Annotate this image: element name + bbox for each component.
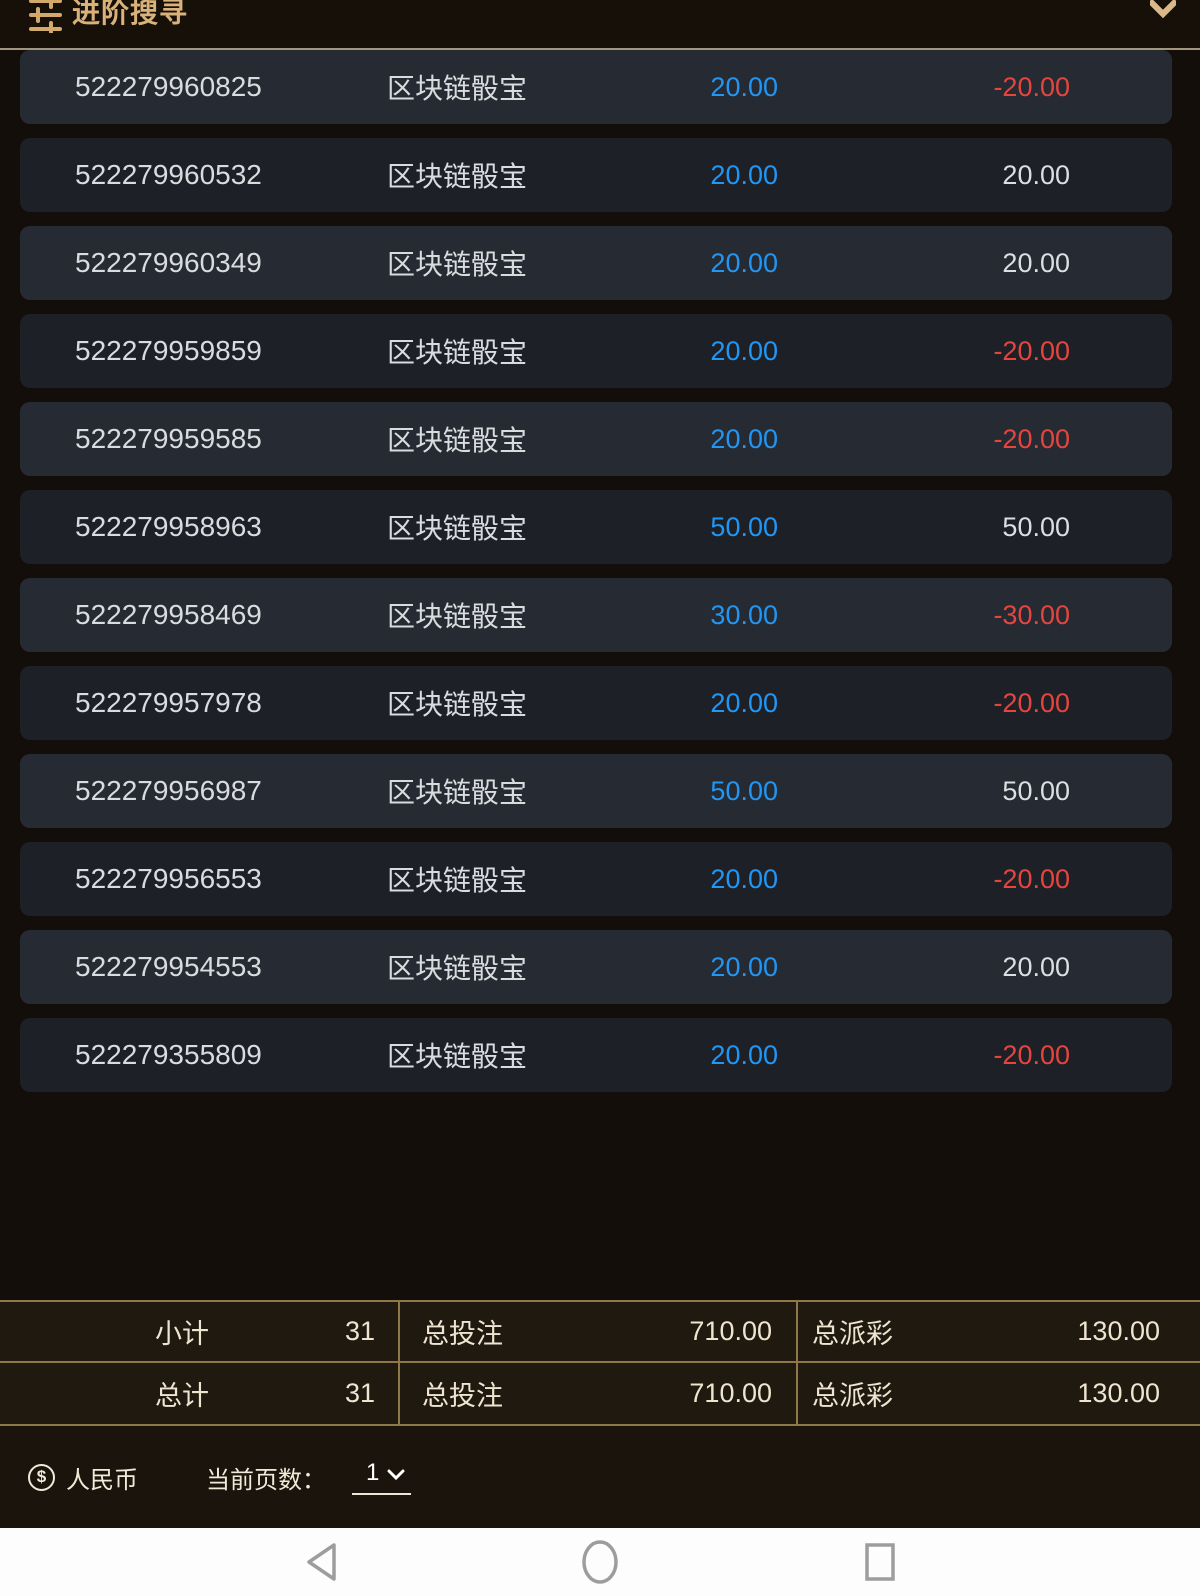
game-name: 区块链骰宝 <box>387 425 528 456</box>
total-bet-value: 710.00 <box>689 1378 772 1408</box>
bet-amount: 20.00 <box>710 335 778 366</box>
game-name: 区块链骰宝 <box>387 337 528 368</box>
recent-apps-icon[interactable] <box>864 1542 896 1582</box>
advanced-search-toggle[interactable]: 进阶搜寻 <box>29 0 188 35</box>
game-name: 区块链骰宝 <box>387 601 528 632</box>
bet-amount: 20.00 <box>710 71 778 102</box>
currency-label: 人民币 <box>66 1466 138 1494</box>
table-row[interactable]: 522279956553 区块链骰宝 20.00 -20.00 <box>20 842 1172 916</box>
total-payout-value: 130.00 <box>1077 1378 1160 1408</box>
win-loss-amount: -20.00 <box>993 1039 1070 1070</box>
bet-id: 522279959585 <box>75 423 262 454</box>
table-row[interactable]: 522279958469 区块链骰宝 30.00 -30.00 <box>20 578 1172 652</box>
total-payout-label: 总派彩 <box>812 1381 893 1411</box>
bet-id: 522279960532 <box>75 159 262 190</box>
bet-id: 522279957978 <box>75 687 262 718</box>
table-row[interactable]: 522279355809 区块链骰宝 20.00 -20.00 <box>20 1018 1172 1092</box>
back-icon[interactable] <box>304 1542 338 1582</box>
bet-amount: 20.00 <box>710 1039 778 1070</box>
bet-list: 522279960825 区块链骰宝 20.00 -20.00 52227996… <box>0 50 1200 1106</box>
game-name: 区块链骰宝 <box>387 513 528 544</box>
grand-total-label: 总计 <box>155 1381 209 1411</box>
bet-amount: 50.00 <box>710 775 778 806</box>
subtotal-count: 31 <box>344 1316 375 1346</box>
page-selector[interactable]: 1 <box>352 1459 412 1495</box>
summary-table: 小计 31 总投注 710.00 总派彩 130.00 总计 31 总投注 71… <box>0 1300 1200 1426</box>
grand-total-row: 总计 31 总投注 710.00 总派彩 130.00 <box>0 1363 1200 1424</box>
home-icon[interactable] <box>581 1540 619 1584</box>
total-payout-value: 130.00 <box>1077 1316 1160 1346</box>
total-payout-label: 总派彩 <box>812 1319 893 1349</box>
win-loss-amount: 50.00 <box>1002 775 1070 806</box>
total-bet-label: 总投注 <box>422 1381 503 1411</box>
game-name: 区块链骰宝 <box>387 689 528 720</box>
currency-indicator: $ 人民币 <box>28 1460 138 1495</box>
current-page-value: 1 <box>366 1459 380 1486</box>
bet-id: 522279956553 <box>75 863 262 894</box>
android-nav-bar <box>0 1528 1200 1596</box>
win-loss-amount: -20.00 <box>993 423 1070 454</box>
bet-amount: 20.00 <box>710 951 778 982</box>
bet-amount: 50.00 <box>710 511 778 542</box>
subtotal-label: 小计 <box>155 1319 209 1349</box>
grand-total-count: 31 <box>344 1378 375 1408</box>
bet-id: 522279958963 <box>75 511 262 542</box>
win-loss-amount: 20.00 <box>1002 247 1070 278</box>
dollar-circle-icon: $ <box>28 1463 55 1491</box>
game-name: 区块链骰宝 <box>387 73 528 104</box>
win-loss-amount: 20.00 <box>1002 159 1070 190</box>
game-name: 区块链骰宝 <box>387 1041 528 1072</box>
advanced-search-bar[interactable]: 进阶搜寻 <box>0 0 1200 50</box>
bet-id: 522279956987 <box>75 775 262 806</box>
table-row[interactable]: 522279957978 区块链骰宝 20.00 -20.00 <box>20 666 1172 740</box>
table-row[interactable]: 522279958963 区块链骰宝 50.00 50.00 <box>20 490 1172 564</box>
empty-area <box>0 1106 1200 1300</box>
game-name: 区块链骰宝 <box>387 953 528 984</box>
chevron-down-icon[interactable] <box>1150 0 1176 20</box>
win-loss-amount: 20.00 <box>1002 951 1070 982</box>
win-loss-amount: -20.00 <box>993 335 1070 366</box>
win-loss-amount: -30.00 <box>993 599 1070 630</box>
bet-id: 522279960825 <box>75 71 262 102</box>
win-loss-amount: -20.00 <box>993 687 1070 718</box>
bet-amount: 20.00 <box>710 247 778 278</box>
total-bet-label: 总投注 <box>422 1319 503 1349</box>
bet-amount: 20.00 <box>710 687 778 718</box>
table-row[interactable]: 522279960825 区块链骰宝 20.00 -20.00 <box>20 50 1172 124</box>
win-loss-amount: -20.00 <box>993 863 1070 894</box>
footer-bar: $ 人民币 当前页数： 1 <box>0 1426 1200 1528</box>
bet-id: 522279954553 <box>75 951 262 982</box>
chevron-down-icon <box>387 1469 405 1481</box>
game-name: 区块链骰宝 <box>387 777 528 808</box>
table-row[interactable]: 522279960349 区块链骰宝 20.00 20.00 <box>20 226 1172 300</box>
filter-sliders-icon <box>29 0 62 33</box>
table-row[interactable]: 522279960532 区块链骰宝 20.00 20.00 <box>20 138 1172 212</box>
bet-id: 522279959859 <box>75 335 262 366</box>
bet-amount: 30.00 <box>710 599 778 630</box>
bet-id: 522279960349 <box>75 247 262 278</box>
bet-id: 522279355809 <box>75 1039 262 1070</box>
current-page-label: 当前页数： <box>206 1466 326 1494</box>
game-name: 区块链骰宝 <box>387 249 528 280</box>
win-loss-amount: 50.00 <box>1002 511 1070 542</box>
bet-amount: 20.00 <box>710 863 778 894</box>
table-row[interactable]: 522279959859 区块链骰宝 20.00 -20.00 <box>20 314 1172 388</box>
table-row[interactable]: 522279956987 区块链骰宝 50.00 50.00 <box>20 754 1172 828</box>
bet-amount: 20.00 <box>710 159 778 190</box>
table-row[interactable]: 522279959585 区块链骰宝 20.00 -20.00 <box>20 402 1172 476</box>
table-row[interactable]: 522279954553 区块链骰宝 20.00 20.00 <box>20 930 1172 1004</box>
win-loss-amount: -20.00 <box>993 71 1070 102</box>
bet-amount: 20.00 <box>710 423 778 454</box>
total-bet-value: 710.00 <box>689 1316 772 1346</box>
game-name: 区块链骰宝 <box>387 161 528 192</box>
page-title: 进阶搜寻 <box>72 0 189 28</box>
subtotal-row: 小计 31 总投注 710.00 总派彩 130.00 <box>0 1302 1200 1363</box>
game-name: 区块链骰宝 <box>387 865 528 896</box>
bet-id: 522279958469 <box>75 599 262 630</box>
